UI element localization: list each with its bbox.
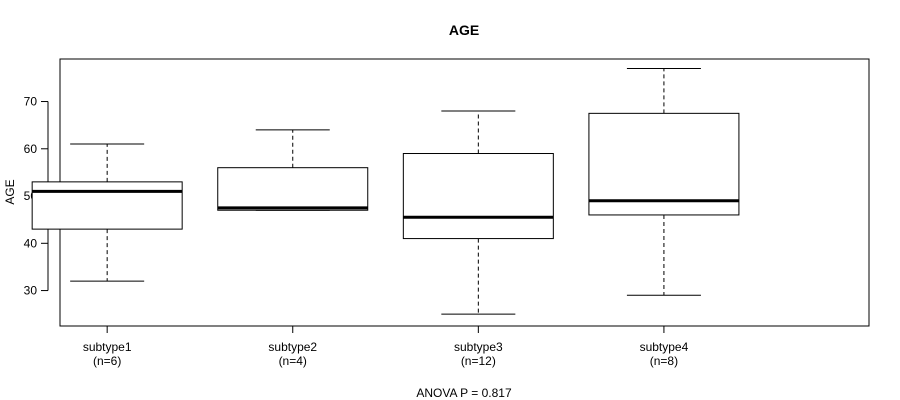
box-subtype4 <box>588 67 740 296</box>
chart-title: AGE <box>449 22 479 38</box>
box-subtype1 <box>31 143 183 282</box>
y-tick-label: 60 <box>24 142 38 156</box>
box-subtype2 <box>217 129 369 211</box>
y-tick-label: 70 <box>24 95 38 109</box>
y-tick-label: 40 <box>24 236 38 250</box>
x-tick-label: subtype2 <box>268 340 317 354</box>
y-axis-label: AGE <box>3 179 17 204</box>
iqr-box <box>31 181 183 230</box>
iqr-box <box>217 167 369 211</box>
x-tick-label: subtype1 <box>83 340 132 354</box>
x-tick-count-label: (n=12) <box>461 354 496 368</box>
x-tick-count-label: (n=6) <box>93 354 121 368</box>
iqr-box <box>588 112 740 216</box>
x-tick-count-label: (n=4) <box>279 354 307 368</box>
x-tick-label: subtype3 <box>454 340 503 354</box>
iqr-box <box>402 153 554 240</box>
box-series <box>31 67 740 315</box>
x-axis: subtype1(n=6) subtype2(n=4) subtype3(n=12)… <box>83 325 689 368</box>
anova-p-value: ANOVA P = 0.817 <box>416 386 512 400</box>
y-tick-label: 30 <box>24 284 38 298</box>
x-tick-label: subtype4 <box>640 340 689 354</box>
box-subtype3 <box>402 110 554 315</box>
x-tick-count-label: (n=8) <box>650 354 678 368</box>
